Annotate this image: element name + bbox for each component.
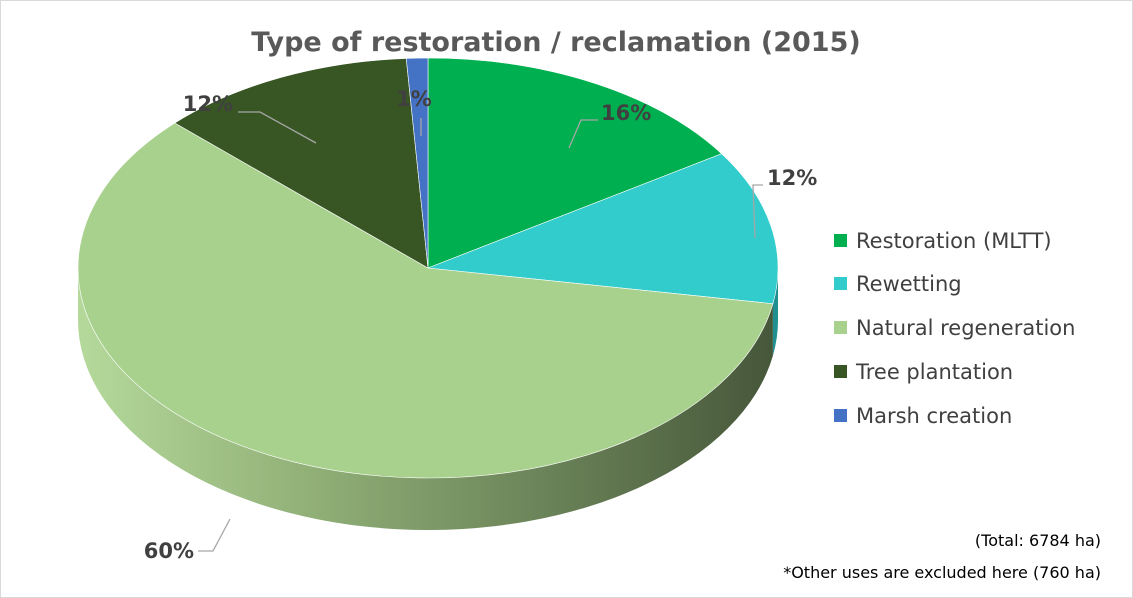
leader-line-tree-plantation xyxy=(238,111,317,144)
legend-label-rewetting: Rewetting xyxy=(856,272,962,296)
pie-slice-restoration xyxy=(427,57,723,269)
data-label-marsh-creation: 1% xyxy=(396,87,432,111)
legend: Restoration (MLTT) Rewetting Natural reg… xyxy=(834,229,1075,428)
data-label-natural-regeneration: 60% xyxy=(144,539,194,563)
legend-swatch-natural-regeneration xyxy=(834,321,847,334)
chart-title: Type of restoration / reclamation (2015) xyxy=(251,27,860,58)
pie-side-natural-regeneration xyxy=(78,268,773,530)
leader-line-restoration xyxy=(568,119,598,149)
legend-swatch-rewetting xyxy=(834,277,847,290)
leader-line-natural-regeneration xyxy=(198,518,231,552)
legend-swatch-restoration xyxy=(834,234,847,247)
legend-item-restoration: Restoration (MLTT) xyxy=(834,229,1052,253)
data-label-rewetting: 12% xyxy=(767,166,817,190)
legend-label-natural-regeneration: Natural regeneration xyxy=(856,316,1075,340)
data-label-restoration: 16% xyxy=(601,101,651,125)
leader-line-rewetting xyxy=(752,184,763,239)
legend-label-tree-plantation: Tree plantation xyxy=(855,360,1013,384)
legend-swatch-marsh-creation xyxy=(834,409,847,422)
legend-item-tree-plantation: Tree plantation xyxy=(834,360,1013,384)
pie-slice-marsh-creation xyxy=(405,57,429,269)
legend-label-marsh-creation: Marsh creation xyxy=(856,404,1012,428)
legend-swatch-tree-plantation xyxy=(834,365,847,378)
pie-side-group xyxy=(78,268,778,530)
pie-side-rewetting xyxy=(772,268,778,356)
pie-slice-rewetting xyxy=(427,153,779,305)
legend-item-rewetting: Rewetting xyxy=(834,272,962,296)
exclusion-note: *Other uses are excluded here (760 ha) xyxy=(783,563,1101,582)
pie-slice-natural-regeneration xyxy=(77,122,774,479)
legend-item-natural-regeneration: Natural regeneration xyxy=(834,316,1075,340)
legend-item-marsh-creation: Marsh creation xyxy=(834,404,1012,428)
pie-top-group xyxy=(77,57,779,479)
total-note: (Total: 6784 ha) xyxy=(975,531,1101,550)
legend-label-restoration: Restoration (MLTT) xyxy=(856,229,1052,253)
pie-slice-tree-plantation xyxy=(174,58,429,269)
data-label-tree-plantation: 12% xyxy=(183,92,233,116)
